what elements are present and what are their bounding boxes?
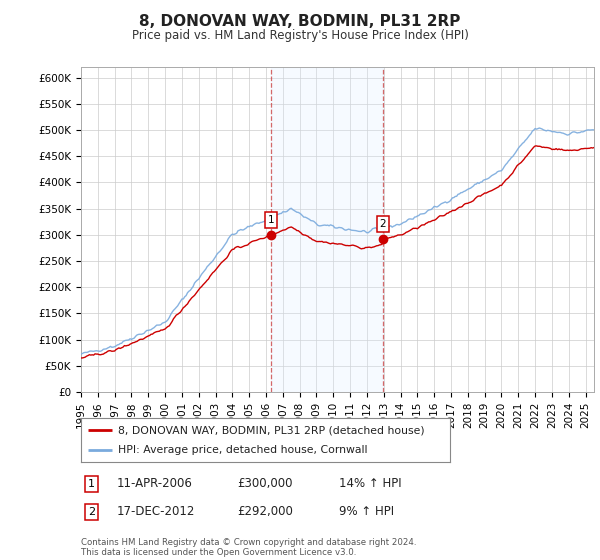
Text: 9% ↑ HPI: 9% ↑ HPI [339,505,394,519]
Text: 11-APR-2006: 11-APR-2006 [117,477,193,491]
Text: 8, DONOVAN WAY, BODMIN, PL31 2RP (detached house): 8, DONOVAN WAY, BODMIN, PL31 2RP (detach… [118,425,425,435]
Text: £292,000: £292,000 [237,505,293,519]
Text: 1: 1 [268,215,274,225]
Text: Contains HM Land Registry data © Crown copyright and database right 2024.
This d: Contains HM Land Registry data © Crown c… [81,538,416,557]
Text: £300,000: £300,000 [237,477,293,491]
Bar [271,67,383,392]
Text: 1: 1 [88,479,95,489]
Text: HPI: Average price, detached house, Cornwall: HPI: Average price, detached house, Corn… [118,445,367,455]
Text: 2: 2 [88,507,95,517]
Text: 14% ↑ HPI: 14% ↑ HPI [339,477,401,491]
Text: 8, DONOVAN WAY, BODMIN, PL31 2RP: 8, DONOVAN WAY, BODMIN, PL31 2RP [139,14,461,29]
Text: Price paid vs. HM Land Registry's House Price Index (HPI): Price paid vs. HM Land Registry's House … [131,29,469,42]
Text: 2: 2 [380,220,386,230]
Text: 17-DEC-2012: 17-DEC-2012 [117,505,196,519]
